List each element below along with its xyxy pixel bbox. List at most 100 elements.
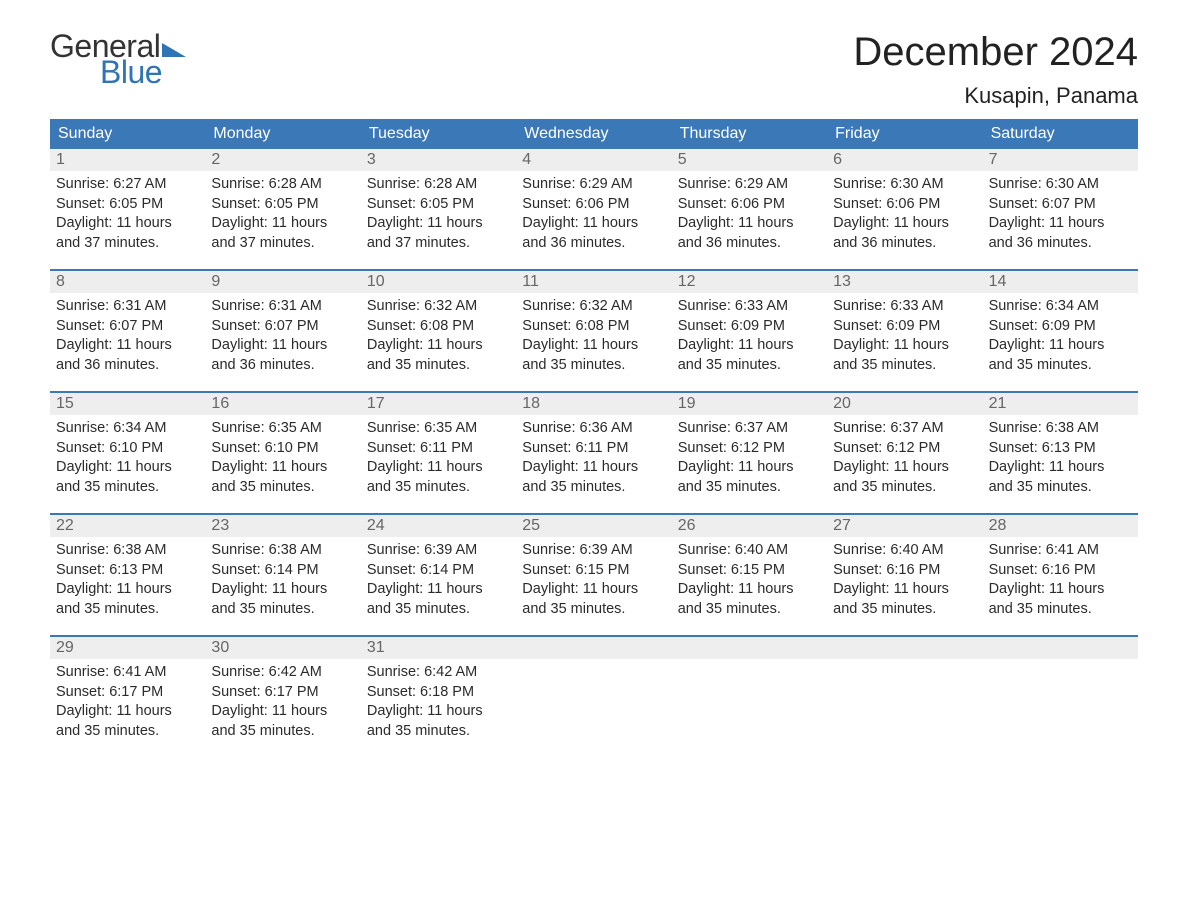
week-row: 1Sunrise: 6:27 AMSunset: 6:05 PMDaylight… bbox=[50, 149, 1138, 269]
day-content: Sunrise: 6:40 AMSunset: 6:15 PMDaylight:… bbox=[672, 537, 827, 619]
daylight-line: Daylight: 11 hours and 35 minutes. bbox=[678, 336, 821, 375]
day-number: 9 bbox=[205, 271, 360, 293]
daylight-line: Daylight: 11 hours and 35 minutes. bbox=[522, 458, 665, 497]
sunrise-line: Sunrise: 6:35 AM bbox=[367, 419, 510, 439]
week-row: 22Sunrise: 6:38 AMSunset: 6:13 PMDayligh… bbox=[50, 513, 1138, 635]
sunset-line: Sunset: 6:17 PM bbox=[211, 683, 354, 703]
sunrise-line: Sunrise: 6:37 AM bbox=[833, 419, 976, 439]
day-number: 20 bbox=[827, 393, 982, 415]
weekday-header: SundayMondayTuesdayWednesdayThursdayFrid… bbox=[50, 119, 1138, 149]
sunset-line: Sunset: 6:13 PM bbox=[989, 439, 1132, 459]
day-number: 30 bbox=[205, 637, 360, 659]
daylight-line: Daylight: 11 hours and 35 minutes. bbox=[56, 702, 199, 741]
sunrise-line: Sunrise: 6:29 AM bbox=[678, 175, 821, 195]
day-cell-22: 22Sunrise: 6:38 AMSunset: 6:13 PMDayligh… bbox=[50, 515, 205, 635]
day-number bbox=[516, 637, 671, 659]
sunset-line: Sunset: 6:06 PM bbox=[833, 195, 976, 215]
day-content: Sunrise: 6:39 AMSunset: 6:15 PMDaylight:… bbox=[516, 537, 671, 619]
day-cell-30: 30Sunrise: 6:42 AMSunset: 6:17 PMDayligh… bbox=[205, 637, 360, 757]
daylight-line: Daylight: 11 hours and 35 minutes. bbox=[56, 458, 199, 497]
daylight-line: Daylight: 11 hours and 35 minutes. bbox=[522, 336, 665, 375]
day-content: Sunrise: 6:30 AMSunset: 6:07 PMDaylight:… bbox=[983, 171, 1138, 253]
sunset-line: Sunset: 6:16 PM bbox=[833, 561, 976, 581]
day-content: Sunrise: 6:38 AMSunset: 6:14 PMDaylight:… bbox=[205, 537, 360, 619]
daylight-line: Daylight: 11 hours and 35 minutes. bbox=[989, 580, 1132, 619]
day-cell-11: 11Sunrise: 6:32 AMSunset: 6:08 PMDayligh… bbox=[516, 271, 671, 391]
day-number bbox=[827, 637, 982, 659]
day-number: 22 bbox=[50, 515, 205, 537]
daylight-line: Daylight: 11 hours and 35 minutes. bbox=[678, 580, 821, 619]
day-cell-4: 4Sunrise: 6:29 AMSunset: 6:06 PMDaylight… bbox=[516, 149, 671, 269]
sunrise-line: Sunrise: 6:38 AM bbox=[989, 419, 1132, 439]
day-number: 1 bbox=[50, 149, 205, 171]
day-cell-29: 29Sunrise: 6:41 AMSunset: 6:17 PMDayligh… bbox=[50, 637, 205, 757]
sunrise-line: Sunrise: 6:27 AM bbox=[56, 175, 199, 195]
sunrise-line: Sunrise: 6:30 AM bbox=[833, 175, 976, 195]
day-content: Sunrise: 6:42 AMSunset: 6:18 PMDaylight:… bbox=[361, 659, 516, 741]
sunset-line: Sunset: 6:07 PM bbox=[211, 317, 354, 337]
day-number: 8 bbox=[50, 271, 205, 293]
day-content: Sunrise: 6:32 AMSunset: 6:08 PMDaylight:… bbox=[361, 293, 516, 375]
day-number: 5 bbox=[672, 149, 827, 171]
day-content: Sunrise: 6:33 AMSunset: 6:09 PMDaylight:… bbox=[827, 293, 982, 375]
daylight-line: Daylight: 11 hours and 35 minutes. bbox=[678, 458, 821, 497]
day-number: 13 bbox=[827, 271, 982, 293]
sunset-line: Sunset: 6:18 PM bbox=[367, 683, 510, 703]
week-row: 29Sunrise: 6:41 AMSunset: 6:17 PMDayligh… bbox=[50, 635, 1138, 757]
day-number bbox=[672, 637, 827, 659]
sunrise-line: Sunrise: 6:36 AM bbox=[522, 419, 665, 439]
day-cell-7: 7Sunrise: 6:30 AMSunset: 6:07 PMDaylight… bbox=[983, 149, 1138, 269]
daylight-line: Daylight: 11 hours and 35 minutes. bbox=[833, 458, 976, 497]
day-cell-18: 18Sunrise: 6:36 AMSunset: 6:11 PMDayligh… bbox=[516, 393, 671, 513]
daylight-line: Daylight: 11 hours and 35 minutes. bbox=[833, 580, 976, 619]
day-number: 27 bbox=[827, 515, 982, 537]
day-cell-1: 1 Sunrise: 6:27 AMSunset: 6:05 PMDaylight… bbox=[50, 149, 205, 269]
sunrise-line: Sunrise: 6:39 AM bbox=[522, 541, 665, 561]
sunrise-line: Sunrise: 6:34 AM bbox=[56, 419, 199, 439]
daylight-line: Daylight: 11 hours and 37 minutes. bbox=[211, 214, 354, 253]
daylight-line: Daylight: 11 hours and 35 minutes. bbox=[989, 458, 1132, 497]
day-content: Sunrise: 6:41 AMSunset: 6:16 PMDaylight:… bbox=[983, 537, 1138, 619]
sunrise-line: Sunrise: 6:28 AM bbox=[211, 175, 354, 195]
day-number: 19 bbox=[672, 393, 827, 415]
daylight-line: Daylight: 11 hours and 35 minutes. bbox=[833, 336, 976, 375]
sunset-line: Sunset: 6:08 PM bbox=[522, 317, 665, 337]
sunset-line: Sunset: 6:11 PM bbox=[367, 439, 510, 459]
day-cell-17: 17Sunrise: 6:35 AMSunset: 6:11 PMDayligh… bbox=[361, 393, 516, 513]
sunset-line: Sunset: 6:12 PM bbox=[833, 439, 976, 459]
sunrise-line: Sunrise: 6:30 AM bbox=[989, 175, 1132, 195]
day-number: 25 bbox=[516, 515, 671, 537]
sunrise-line: Sunrise: 6:35 AM bbox=[211, 419, 354, 439]
daylight-line: Daylight: 11 hours and 35 minutes. bbox=[211, 702, 354, 741]
day-number: 26 bbox=[672, 515, 827, 537]
day-cell-20: 20 Sunrise: 6:37 AMSunset: 6:12 PMDayligh… bbox=[827, 393, 982, 513]
sunset-line: Sunset: 6:09 PM bbox=[989, 317, 1132, 337]
sunset-line: Sunset: 6:08 PM bbox=[367, 317, 510, 337]
day-number bbox=[983, 637, 1138, 659]
daylight-line: Daylight: 11 hours and 35 minutes. bbox=[989, 336, 1132, 375]
day-cell-empty bbox=[516, 637, 671, 757]
day-content: Sunrise: 6:34 AMSunset: 6:09 PMDaylight:… bbox=[983, 293, 1138, 375]
day-number: 29 bbox=[50, 637, 205, 659]
page-title: December 2024 bbox=[853, 30, 1138, 75]
daylight-line: Daylight: 11 hours and 35 minutes. bbox=[56, 580, 199, 619]
daylight-line: Daylight: 11 hours and 37 minutes. bbox=[56, 214, 199, 253]
day-cell-13: 13Sunrise: 6:33 AMSunset: 6:09 PMDayligh… bbox=[827, 271, 982, 391]
week-row: 8Sunrise: 6:31 AMSunset: 6:07 PMDaylight… bbox=[50, 269, 1138, 391]
daylight-line: Daylight: 11 hours and 36 minutes. bbox=[56, 336, 199, 375]
day-number: 17 bbox=[361, 393, 516, 415]
day-cell-19: 19Sunrise: 6:37 AMSunset: 6:12 PMDayligh… bbox=[672, 393, 827, 513]
sunset-line: Sunset: 6:10 PM bbox=[211, 439, 354, 459]
day-content: Sunrise: 6:38 AMSunset: 6:13 PMDaylight:… bbox=[983, 415, 1138, 497]
day-cell-empty bbox=[672, 637, 827, 757]
day-cell-16: 16Sunrise: 6:35 AMSunset: 6:10 PMDayligh… bbox=[205, 393, 360, 513]
sunset-line: Sunset: 6:14 PM bbox=[211, 561, 354, 581]
sunset-line: Sunset: 6:05 PM bbox=[56, 195, 199, 215]
day-cell-14: 14Sunrise: 6:34 AMSunset: 6:09 PMDayligh… bbox=[983, 271, 1138, 391]
sunset-line: Sunset: 6:13 PM bbox=[56, 561, 199, 581]
sunrise-line: Sunrise: 6:40 AM bbox=[678, 541, 821, 561]
daylight-line: Daylight: 11 hours and 35 minutes. bbox=[211, 458, 354, 497]
sunrise-line: Sunrise: 6:37 AM bbox=[678, 419, 821, 439]
day-content: Sunrise: 6:37 AMSunset: 6:12 PMDaylight:… bbox=[672, 415, 827, 497]
day-content: Sunrise: 6:31 AMSunset: 6:07 PMDaylight:… bbox=[50, 293, 205, 375]
